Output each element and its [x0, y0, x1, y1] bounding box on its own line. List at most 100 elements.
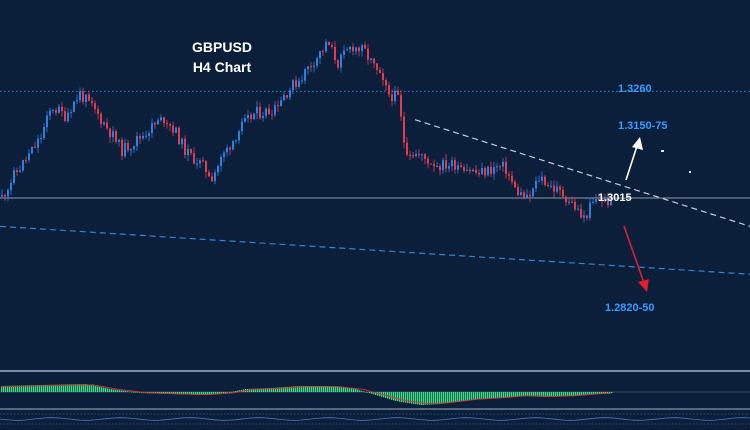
osc-bar-1	[3, 385, 5, 392]
candle-body-67	[202, 160, 204, 162]
osc-bar-173	[347, 388, 349, 392]
osc-bar-37	[75, 384, 77, 392]
osc-bar-214	[429, 392, 431, 405]
osc-bar-107	[215, 392, 217, 394]
osc-bar-266	[533, 392, 535, 397]
osc-bar-119	[239, 390, 241, 392]
osc-bar-143	[287, 386, 289, 392]
candle-body-151	[454, 160, 456, 170]
osc-bar-15	[31, 385, 33, 392]
osc-bar-114	[229, 392, 231, 393]
candle-body-108	[325, 41, 327, 52]
candle-body-184	[553, 185, 555, 192]
osc-bar-23	[47, 384, 49, 392]
osc-bar-145	[291, 386, 293, 392]
candle-body-178	[535, 180, 537, 189]
candle-body-186	[559, 186, 561, 190]
osc-bar-27	[55, 384, 57, 392]
osc-bar-248	[497, 392, 499, 399]
candle-body-155	[466, 169, 468, 171]
forecast-arrows	[623, 137, 691, 292]
osc-bar-147	[295, 386, 297, 392]
candle-body-172	[517, 187, 519, 196]
candle-body-97	[292, 80, 294, 91]
osc-bar-244	[489, 392, 491, 399]
osc-bar-300	[601, 392, 603, 394]
osc-bar-67	[135, 392, 137, 393]
candle-body-185	[556, 186, 558, 192]
candle-body-72	[217, 166, 219, 173]
candle-body-16	[49, 110, 51, 116]
candle-body-141	[424, 154, 426, 159]
osc-bar-154	[309, 386, 311, 392]
chart-labels: GBPUSD H4 Chart 1.3260 1.3150-75 1.3015 …	[192, 39, 668, 314]
osc-bar-197	[395, 392, 397, 401]
candle-body-150	[451, 160, 453, 167]
osc-bar-125	[251, 388, 253, 392]
osc-bar-65	[131, 391, 133, 393]
candle-body-53	[160, 117, 162, 121]
osc-bar-296	[593, 392, 595, 394]
osc-bar-180	[361, 390, 363, 392]
osc-bar-116	[233, 391, 235, 392]
candle-body-193	[580, 208, 582, 218]
osc-bar-101	[203, 392, 205, 395]
oscillator-background	[0, 371, 750, 430]
osc-bar-231	[463, 392, 465, 401]
candle-body-203	[610, 196, 612, 206]
osc-bar-251	[503, 392, 505, 398]
candle-body-85	[256, 106, 258, 114]
osc-bar-229	[459, 392, 461, 402]
osc-bar-142	[285, 387, 287, 392]
candle-body-144	[433, 163, 435, 167]
arrow-up-head	[632, 137, 643, 150]
osc-bar-262	[525, 392, 527, 397]
osc-bar-213	[427, 392, 429, 405]
candle-body-145	[436, 166, 438, 168]
level-lines	[0, 90, 750, 199]
osc-bar-82	[165, 392, 167, 394]
osc-bar-294	[589, 392, 591, 395]
osc-bar-6	[13, 385, 15, 392]
osc-bar-56	[113, 389, 115, 392]
candle-body-41	[124, 142, 126, 157]
osc-bar-252	[505, 392, 507, 398]
osc-bar-141	[283, 387, 285, 392]
candle-body-106	[319, 50, 321, 59]
osc-bar-8	[17, 385, 19, 392]
osc-bar-227	[455, 392, 457, 402]
candle-body-86	[259, 106, 261, 118]
candle-body-3	[10, 183, 12, 191]
osc-bar-261	[523, 392, 525, 397]
candle-body-35	[106, 122, 108, 129]
osc-bar-243	[487, 392, 489, 399]
candle-body-132	[397, 90, 399, 95]
candle-body-75	[226, 147, 228, 153]
candle-body-7	[22, 159, 24, 171]
candle-body-167	[502, 161, 504, 167]
osc-bar-118	[237, 390, 239, 392]
candle-body-48	[145, 135, 147, 137]
candle-body-170	[511, 175, 513, 182]
osc-bar-279	[559, 392, 561, 397]
osc-bar-40	[81, 384, 83, 392]
candle-body-34	[103, 122, 105, 125]
osc-bar-268	[537, 392, 539, 397]
osc-bar-270	[541, 392, 543, 397]
osc-bar-220	[441, 392, 443, 404]
candle-body-70	[211, 176, 213, 182]
osc-bar-240	[481, 392, 483, 400]
osc-bar-247	[495, 392, 497, 399]
osc-bar-30	[61, 384, 63, 392]
candle-body-114	[343, 50, 345, 55]
osc-bar-21	[43, 384, 45, 392]
chart-title-symbol: GBPUSD	[192, 39, 252, 55]
candle-body-160	[481, 168, 483, 175]
candle-body-194	[583, 215, 585, 218]
candle-body-68	[205, 160, 207, 173]
candles	[1, 38, 612, 223]
candle-body-28	[85, 94, 87, 102]
osc-bar-170	[341, 387, 343, 392]
candle-body-188	[565, 196, 567, 203]
osc-bar-283	[567, 392, 569, 397]
